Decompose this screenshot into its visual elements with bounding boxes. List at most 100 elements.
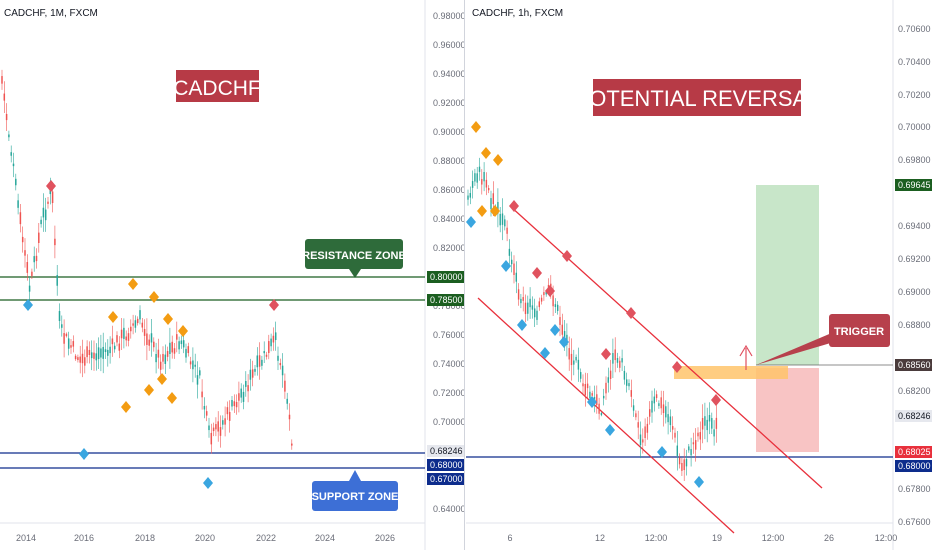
left-y-tick: 0.76000 bbox=[433, 330, 464, 340]
candle-body bbox=[72, 341, 75, 347]
candle-body bbox=[97, 347, 100, 360]
candle-body bbox=[189, 361, 192, 365]
candle-body bbox=[639, 434, 642, 446]
candle-body bbox=[150, 333, 153, 343]
candle-body bbox=[478, 166, 481, 172]
left-swing-diamond bbox=[167, 392, 177, 404]
candle-body bbox=[547, 284, 550, 288]
candle-body bbox=[649, 409, 651, 417]
right-x-tick: 6 bbox=[507, 533, 512, 543]
candle-body bbox=[529, 298, 531, 308]
candle-body bbox=[667, 414, 669, 423]
left-price-tag: 0.68246 bbox=[430, 446, 463, 456]
right-y-tick: 0.67600 bbox=[898, 517, 931, 527]
candle-body bbox=[44, 209, 47, 221]
candle-body bbox=[605, 382, 607, 394]
candle-body bbox=[212, 427, 215, 432]
resistance-zone-label: RESISTANCE ZONE bbox=[302, 239, 406, 278]
right-x-tick: 26 bbox=[824, 533, 834, 543]
svg-text:RESISTANCE ZONE: RESISTANCE ZONE bbox=[302, 250, 406, 262]
candle-body bbox=[226, 407, 229, 415]
left-y-tick: 0.96000 bbox=[433, 40, 464, 50]
left-price-tag-bg bbox=[427, 271, 464, 283]
candle-body bbox=[74, 355, 77, 360]
candle-body bbox=[21, 236, 24, 243]
right-price-tag: 0.68560 bbox=[898, 360, 931, 370]
left-x-tick: 2020 bbox=[195, 533, 215, 543]
right-swing-diamond bbox=[587, 396, 597, 408]
right-trade-zones bbox=[466, 185, 893, 534]
candle-body bbox=[107, 349, 109, 356]
candle-body bbox=[506, 227, 508, 234]
candle-body bbox=[203, 406, 206, 410]
candle-body bbox=[291, 443, 293, 446]
candle-body bbox=[704, 416, 706, 426]
left-swing-diamond bbox=[79, 448, 89, 460]
candle-body bbox=[697, 432, 699, 437]
candle-body bbox=[217, 421, 219, 432]
candle-body bbox=[8, 134, 10, 138]
candle-body bbox=[196, 375, 199, 385]
candle-body bbox=[492, 193, 494, 205]
right-price-tag: 0.68025 bbox=[898, 447, 931, 457]
right-price-tag: 0.69645 bbox=[898, 180, 931, 190]
candle-body bbox=[240, 388, 242, 398]
candle-body bbox=[1, 76, 3, 84]
right-swing-diamond bbox=[493, 154, 503, 166]
right-x-tick: 19 bbox=[712, 533, 722, 543]
candle-body bbox=[540, 297, 543, 302]
left-y-tick: 0.98000 bbox=[433, 11, 464, 21]
candle-body bbox=[598, 403, 600, 414]
candle-body bbox=[651, 400, 653, 413]
entry-zone-bar bbox=[674, 366, 788, 379]
candle-body bbox=[127, 333, 130, 341]
candle-body bbox=[481, 179, 483, 185]
candle-body bbox=[584, 384, 586, 396]
right-swing-diamond bbox=[477, 205, 487, 217]
left-price-tag-bg bbox=[427, 473, 464, 485]
right-swing-diamond bbox=[694, 476, 704, 488]
candle-body bbox=[79, 356, 81, 363]
candle-body bbox=[155, 353, 157, 363]
candle-body bbox=[162, 353, 164, 362]
candle-body bbox=[111, 338, 114, 345]
candle-body bbox=[504, 219, 506, 227]
candle-body bbox=[77, 357, 79, 361]
right-title: POTENTIAL REVERSAL bbox=[575, 86, 820, 111]
candle-body bbox=[42, 207, 45, 218]
candle-body bbox=[31, 271, 33, 276]
hourly-chart-panel[interactable]: 0.70600 0.70400 0.70200 0.70000 0.69800 0.694… bbox=[466, 0, 932, 550]
candle-body bbox=[228, 411, 231, 421]
right-swing-diamond bbox=[562, 250, 572, 262]
right-swing-diamond bbox=[471, 121, 481, 133]
candle-body bbox=[194, 364, 196, 367]
candle-body bbox=[568, 348, 570, 360]
right-swing-diamond bbox=[481, 147, 491, 159]
candle-body bbox=[557, 304, 559, 311]
candle-body bbox=[171, 341, 173, 353]
right-y-tick: 0.68200 bbox=[898, 386, 931, 396]
right-price-tag-bg bbox=[895, 446, 932, 458]
candle-body bbox=[100, 348, 102, 358]
monthly-chart-panel[interactable]: 0.98000 0.96000 0.94000 0.92000 0.90000 0.880… bbox=[0, 0, 465, 550]
candle-body bbox=[58, 311, 61, 321]
left-price-tag: 0.78500 bbox=[430, 295, 463, 305]
candle-body bbox=[136, 318, 139, 324]
candle-body bbox=[681, 462, 683, 471]
candle-body bbox=[517, 289, 520, 300]
right-title-box: POTENTIAL REVERSAL bbox=[575, 79, 820, 116]
candle-body bbox=[676, 445, 678, 456]
candle-body bbox=[93, 352, 95, 359]
candle-body bbox=[701, 417, 704, 430]
candle-body bbox=[688, 446, 690, 451]
left-ticker-label: CADCHF, 1M, FXCM bbox=[4, 8, 98, 19]
candle-body bbox=[247, 385, 249, 392]
right-price-tag: 0.68000 bbox=[898, 461, 931, 471]
candle-body bbox=[626, 379, 628, 386]
hourly-chart[interactable]: 0.70600 0.70400 0.70200 0.70000 0.69800 0.694… bbox=[466, 0, 932, 550]
candle-body bbox=[672, 426, 674, 430]
candle-body bbox=[215, 424, 217, 430]
monthly-chart[interactable]: 0.98000 0.96000 0.94000 0.92000 0.90000 0.880… bbox=[0, 0, 464, 550]
right-swing-diamond bbox=[490, 205, 500, 217]
candle-body bbox=[635, 413, 637, 418]
